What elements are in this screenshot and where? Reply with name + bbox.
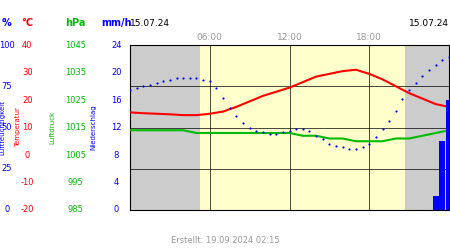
Point xyxy=(239,120,247,124)
Point xyxy=(199,78,207,82)
Point xyxy=(213,86,220,90)
Text: 1005: 1005 xyxy=(65,150,86,160)
Point xyxy=(160,79,167,83)
Point xyxy=(386,119,393,123)
Text: 4: 4 xyxy=(114,178,119,187)
Point xyxy=(432,63,439,67)
Point xyxy=(180,76,187,80)
Point xyxy=(133,86,140,90)
Point xyxy=(286,129,293,133)
Point xyxy=(306,129,313,133)
Point xyxy=(319,137,326,141)
Text: %: % xyxy=(2,18,12,28)
Point xyxy=(366,142,373,146)
Text: 1035: 1035 xyxy=(65,68,86,77)
Point xyxy=(346,147,353,151)
Point xyxy=(153,81,160,85)
Point xyxy=(312,134,319,138)
Text: 15.07.24: 15.07.24 xyxy=(130,18,170,28)
Text: 18:00: 18:00 xyxy=(356,34,382,42)
Bar xyxy=(130,45,200,210)
Text: 1045: 1045 xyxy=(65,40,86,50)
Point xyxy=(173,76,180,80)
Point xyxy=(399,98,406,102)
Point xyxy=(392,109,400,113)
Text: 75: 75 xyxy=(1,82,12,91)
Point xyxy=(352,147,360,151)
Point xyxy=(446,54,450,58)
Bar xyxy=(200,45,405,210)
Point xyxy=(206,79,213,83)
Text: 50: 50 xyxy=(2,123,12,132)
Text: 0: 0 xyxy=(114,206,119,214)
Text: 1015: 1015 xyxy=(65,123,86,132)
Text: 20: 20 xyxy=(111,68,122,77)
Point xyxy=(146,82,153,86)
Point xyxy=(166,78,174,82)
Text: hPa: hPa xyxy=(65,18,86,28)
Text: 0: 0 xyxy=(4,206,9,214)
Point xyxy=(372,136,379,140)
Text: Niederschlag: Niederschlag xyxy=(90,105,96,150)
Text: mm/h: mm/h xyxy=(101,18,131,28)
Point xyxy=(126,88,134,92)
Text: 0: 0 xyxy=(25,150,30,160)
Point xyxy=(273,132,280,136)
Text: 995: 995 xyxy=(68,178,83,187)
Point xyxy=(259,130,266,134)
Point xyxy=(333,144,340,148)
Text: °C: °C xyxy=(21,18,33,28)
Bar xyxy=(405,45,449,210)
Text: 985: 985 xyxy=(68,206,83,214)
Point xyxy=(326,142,333,146)
Text: 30: 30 xyxy=(22,68,33,77)
Point xyxy=(252,129,260,133)
Text: 15.07.24: 15.07.24 xyxy=(409,18,449,28)
Text: -20: -20 xyxy=(21,206,34,214)
Point xyxy=(193,76,200,80)
Text: 12: 12 xyxy=(111,123,122,132)
Text: Luftfeuchtigkeit: Luftfeuchtigkeit xyxy=(0,100,5,155)
Point xyxy=(339,145,346,149)
Text: 25: 25 xyxy=(2,164,12,173)
Text: Erstellt: 19.09.2024 02:15: Erstellt: 19.09.2024 02:15 xyxy=(171,236,279,245)
Bar xyxy=(439,141,446,210)
Text: 8: 8 xyxy=(114,150,119,160)
Text: Luftdruck: Luftdruck xyxy=(49,111,55,144)
Point xyxy=(299,127,306,131)
Text: 20: 20 xyxy=(22,96,32,104)
Text: 100: 100 xyxy=(0,40,15,50)
Point xyxy=(266,132,273,136)
Point xyxy=(419,74,426,78)
Point xyxy=(279,130,287,134)
Text: 10: 10 xyxy=(22,123,32,132)
Point xyxy=(405,88,413,92)
Point xyxy=(140,84,147,88)
Point xyxy=(186,76,194,80)
Text: 24: 24 xyxy=(111,40,122,50)
Point xyxy=(246,126,253,130)
Point xyxy=(439,58,446,62)
Text: 06:00: 06:00 xyxy=(197,34,223,42)
Text: -10: -10 xyxy=(21,178,34,187)
Text: 16: 16 xyxy=(111,96,122,104)
Point xyxy=(226,106,233,110)
Bar xyxy=(433,196,439,210)
Text: 40: 40 xyxy=(22,40,32,50)
Text: Temperatur: Temperatur xyxy=(15,108,21,148)
Point xyxy=(292,127,300,131)
Point xyxy=(412,81,419,85)
Point xyxy=(233,114,240,118)
Point xyxy=(220,96,227,100)
Text: 1025: 1025 xyxy=(65,96,86,104)
Bar xyxy=(446,100,450,210)
Point xyxy=(425,68,432,72)
Text: 12:00: 12:00 xyxy=(277,34,302,42)
Point xyxy=(359,145,366,149)
Point xyxy=(379,127,386,131)
